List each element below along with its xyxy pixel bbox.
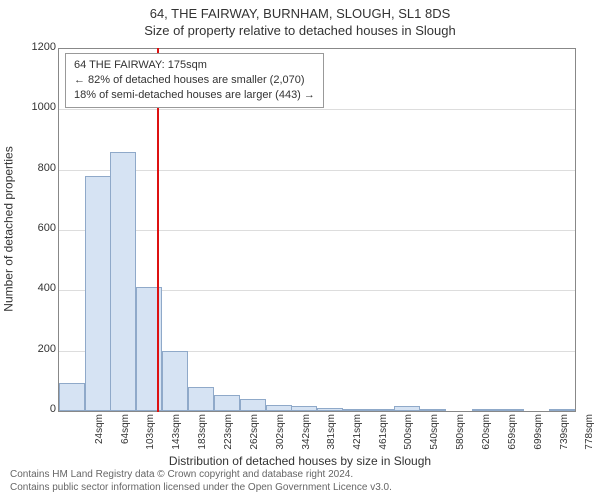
y-tick: 1200 [18, 41, 56, 53]
x-tick: 24sqm [94, 414, 105, 454]
x-tick: 540sqm [429, 414, 440, 454]
x-tick: 302sqm [275, 414, 286, 454]
bar [291, 406, 317, 411]
x-tick: 103sqm [145, 414, 156, 454]
bar [59, 383, 85, 411]
bar [420, 409, 446, 411]
bar [317, 408, 343, 411]
bar [240, 399, 266, 411]
y-tick: 400 [18, 282, 56, 294]
x-tick: 778sqm [584, 414, 595, 454]
bar [188, 387, 214, 411]
bar [162, 351, 188, 411]
footer-line-2: Contains public sector information licen… [10, 482, 590, 495]
y-axis-label: Number of detached properties [2, 146, 16, 311]
y-axis-label-container: Number of detached properties [2, 48, 16, 410]
bar [549, 409, 575, 411]
x-tick: 699sqm [533, 414, 544, 454]
y-tick: 600 [18, 222, 56, 234]
x-tick: 64sqm [120, 414, 131, 454]
bar [110, 152, 136, 411]
title-line-1: 64, THE FAIRWAY, BURNHAM, SLOUGH, SL1 8D… [0, 0, 600, 21]
x-tick: 262sqm [249, 414, 260, 454]
footer-line-1: Contains HM Land Registry data © Crown c… [10, 469, 590, 482]
y-tick: 0 [18, 403, 56, 415]
x-tick: 223sqm [223, 414, 234, 454]
bar [343, 409, 369, 411]
x-axis-label: Distribution of detached houses by size … [0, 454, 600, 468]
bar [368, 409, 394, 411]
x-tick: 183sqm [197, 414, 208, 454]
x-tick: 739sqm [559, 414, 570, 454]
x-tick: 461sqm [378, 414, 389, 454]
bar [498, 409, 524, 411]
bar [85, 176, 111, 411]
x-tick: 381sqm [326, 414, 337, 454]
y-tick: 1000 [18, 101, 56, 113]
x-tick: 342sqm [301, 414, 312, 454]
y-tick: 200 [18, 343, 56, 355]
bar [214, 395, 240, 411]
bar [472, 409, 498, 411]
bar [266, 405, 292, 411]
info-line-2: ← 82% of detached houses are smaller (2,… [74, 73, 315, 88]
info-line-3: 18% of semi-detached houses are larger (… [74, 88, 315, 103]
bar [394, 406, 420, 411]
x-tick: 143sqm [171, 414, 182, 454]
title-line-2: Size of property relative to detached ho… [0, 21, 600, 42]
x-tick: 580sqm [455, 414, 466, 454]
x-tick: 421sqm [352, 414, 363, 454]
chart-container: { "title_line1": "64, THE FAIRWAY, BURNH… [0, 0, 600, 500]
x-tick: 659sqm [507, 414, 518, 454]
info-line-1: 64 THE FAIRWAY: 175sqm [74, 58, 315, 73]
x-tick: 500sqm [403, 414, 414, 454]
y-tick: 800 [18, 162, 56, 174]
plot-area: 64 THE FAIRWAY: 175sqm ← 82% of detached… [58, 48, 576, 412]
info-box: 64 THE FAIRWAY: 175sqm ← 82% of detached… [65, 53, 324, 108]
x-tick: 620sqm [481, 414, 492, 454]
footer: Contains HM Land Registry data © Crown c… [10, 469, 590, 494]
